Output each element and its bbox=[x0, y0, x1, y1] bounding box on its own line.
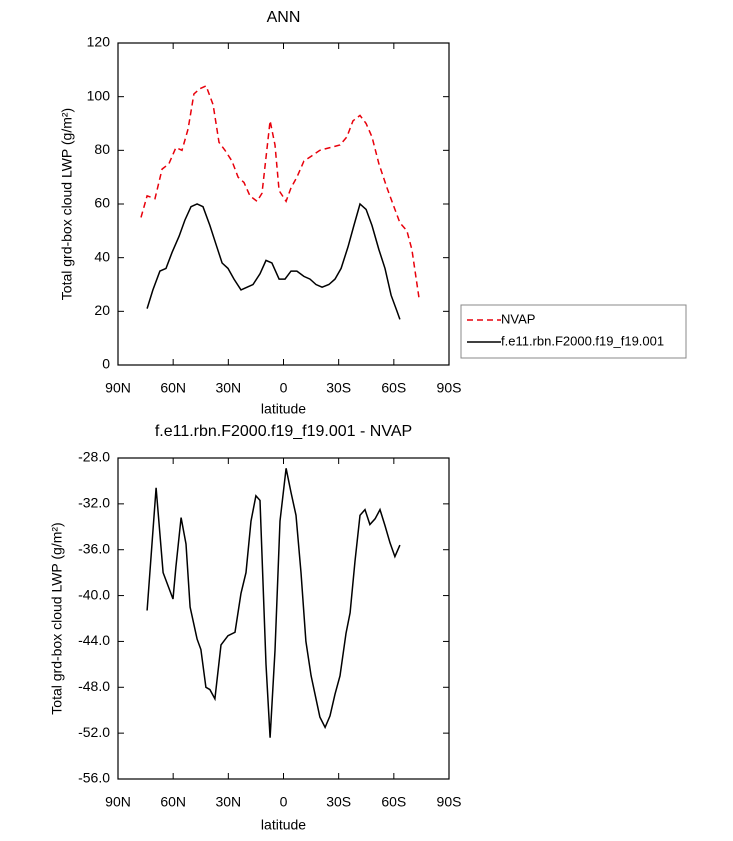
legend-box bbox=[460, 304, 687, 359]
x-tick-label: 60S bbox=[381, 380, 406, 396]
x-tick-label: 90N bbox=[105, 380, 131, 396]
chart-title: ANN bbox=[267, 9, 301, 26]
x-tick-label: 30S bbox=[326, 794, 351, 810]
x-tick-label: 0 bbox=[280, 794, 288, 810]
y-tick-label: 60 bbox=[94, 195, 110, 211]
y-tick-label: -40.0 bbox=[78, 586, 110, 602]
x-axis-label: latitude bbox=[261, 817, 306, 833]
y-tick-label: -44.0 bbox=[78, 632, 110, 648]
y-tick-label: 80 bbox=[94, 141, 110, 157]
y-axis-label: Total grd-box cloud LWP (g/m²) bbox=[49, 522, 65, 714]
y-tick-label: -36.0 bbox=[78, 540, 110, 556]
data-line bbox=[146, 468, 401, 738]
y-tick-label: -56.0 bbox=[78, 770, 110, 786]
y-tick-label: 20 bbox=[94, 302, 110, 318]
x-tick-label: 90N bbox=[105, 794, 131, 810]
legend-label: f.e11.rbn.F2000.f19_f19.001 bbox=[501, 333, 664, 348]
y-tick-label: -52.0 bbox=[78, 724, 110, 740]
y-axis-label: Total grd-box cloud LWP (g/m²) bbox=[59, 108, 75, 300]
x-tick-label: 60N bbox=[160, 380, 186, 396]
plot-frame bbox=[117, 457, 450, 780]
x-tick-label: 30N bbox=[215, 380, 241, 396]
x-tick-label: 60S bbox=[381, 794, 406, 810]
x-tick-label: 60N bbox=[160, 794, 186, 810]
legend-label: NVAP bbox=[501, 311, 535, 326]
y-tick-label: 0 bbox=[102, 356, 110, 372]
y-tick-label: -48.0 bbox=[78, 678, 110, 694]
data-line bbox=[146, 202, 401, 320]
y-tick-label: 40 bbox=[94, 248, 110, 264]
x-tick-label: 90S bbox=[437, 794, 462, 810]
x-axis-label: latitude bbox=[261, 401, 306, 417]
y-tick-label: -32.0 bbox=[78, 495, 110, 511]
x-tick-label: 30N bbox=[215, 794, 241, 810]
x-tick-label: 90S bbox=[437, 380, 462, 396]
chart-title: f.e11.rbn.F2000.f19_f19.001 - NVAP bbox=[155, 423, 412, 440]
y-tick-label: 100 bbox=[87, 87, 111, 103]
y-tick-label: -28.0 bbox=[78, 449, 110, 465]
y-tick-label: 120 bbox=[87, 34, 111, 50]
x-tick-label: 0 bbox=[280, 380, 288, 396]
x-tick-label: 30S bbox=[326, 380, 351, 396]
data-line bbox=[140, 84, 420, 299]
